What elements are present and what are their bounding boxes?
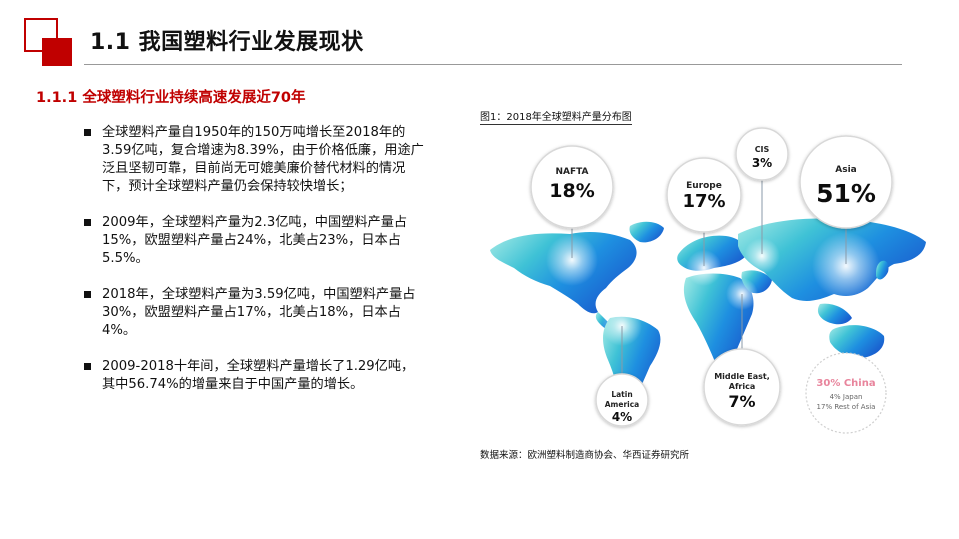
bullet-item: 2009-2018十年间，全球塑料产量增长了1.29亿吨，其中56.74%的增量… [84,358,424,394]
latin-america-bubble: Latin America 4% [595,373,649,427]
bullet-square-icon [84,363,91,370]
asia-bubble: Asia 51% [799,135,893,229]
bullet-text: 2018年，全球塑料产量为3.59亿吨，中国塑料产量占30%，欧盟塑料产量占17… [102,287,416,338]
asia-japan-share: 4% Japan [830,393,863,401]
bullet-text: 2009-2018十年间，全球塑料产量增长了1.29亿吨，其中56.74%的增量… [102,359,415,392]
europe-share: 17% [682,191,725,212]
bullet-square-icon [84,219,91,226]
bullet-text: 全球塑料产量自1950年的150万吨增长至2018年的3.59亿吨，复合增速为8… [102,125,424,194]
bullet-item: 2009年，全球塑料产量为2.3亿吨，中国塑料产量占15%，欧盟塑料产量占24%… [84,214,424,268]
asia-china-share: 30% China [816,378,875,389]
southeast-asia-shape [817,303,852,325]
nafta-share: 18% [549,180,594,202]
latin-america-share: 4% [612,410,632,424]
bullet-list: 全球塑料产量自1950年的150万吨增长至2018年的3.59亿吨，复合增速为8… [84,124,424,412]
cis-bubble: CIS 3% [735,127,789,181]
latin-america-label-2: America [605,400,639,409]
asia-share: 51% [816,179,876,208]
bullet-square-icon [84,129,91,136]
asia-label: Asia [835,165,856,175]
bullet-item: 2018年，全球塑料产量为3.59亿吨，中国塑料产量占30%，欧盟塑料产量占17… [84,286,424,340]
australia-shape [829,325,885,358]
asia-rest-share: 17% Rest of Asia [817,403,876,411]
cis-label: CIS [755,145,770,154]
bullet-text: 2009年，全球塑料产量为2.3亿吨，中国塑料产量占15%，欧盟塑料产量占24%… [102,215,408,266]
asia-breakdown-badge: 30% China 4% Japan 17% Rest of Asia [805,352,887,434]
europe-label: Europe [686,181,722,191]
nafta-bubble: NAFTA 18% [530,145,614,229]
latin-america-label-1: Latin [611,390,632,399]
logo-outline-square [24,18,58,52]
middle-east-africa-label-2: Africa [729,382,756,391]
world-plastics-map: NAFTA 18% Europe 17% CIS 3% Asia 51% Lat… [490,127,926,434]
section-heading: 1.1.1 全球塑料行业持续高速发展近70年 [36,90,306,106]
middle-east-africa-share: 7% [728,392,755,411]
nafta-label: NAFTA [555,167,588,177]
middle-east-africa-label-1: Middle East, [714,372,770,381]
page-title: 1.1 我国塑料行业发展现状 [90,30,364,55]
title-divider [84,64,902,65]
source-note: 数据来源：欧洲塑料制造商协会、华西证券研究所 [480,450,690,461]
greenland-shape [629,221,664,243]
cis-share: 3% [752,156,772,170]
bullet-square-icon [84,291,91,298]
middle-east-africa-bubble: Middle East, Africa 7% [703,348,781,426]
figure-caption: 图1：2018年全球塑料产量分布图 [480,108,632,125]
bullet-item: 全球塑料产量自1950年的150万吨增长至2018年的3.59亿吨，复合增速为8… [84,124,424,196]
logo-filled-square [42,38,72,66]
europe-bubble: Europe 17% [666,157,742,233]
